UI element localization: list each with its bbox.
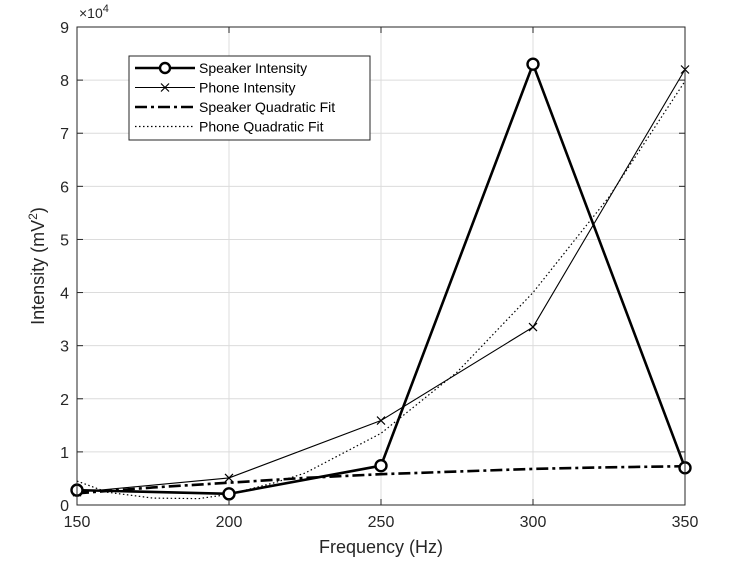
y-axis-title-main: Intensity (mV [28,220,48,325]
legend-items: Speaker Intensity Phone Intensity Speaker … [135,60,335,135]
y-tick-label: 7 [60,126,69,143]
y-axis-title: Intensity (mV2) [26,207,48,325]
x-tick-label: 200 [216,514,243,531]
legend-label-speaker-intensity: Speaker Intensity [199,60,307,76]
y-tick-label: 2 [60,392,69,409]
y-tick-label: 3 [60,339,69,356]
legend-label-phone-quadratic-fit: Phone Quadratic Fit [199,119,324,135]
grid-lines [77,27,685,505]
y-tick-labels: 0 1 2 3 4 5 6 7 8 9 [60,20,69,515]
tick-marks [76,26,686,506]
y-exponent-power: 4 [103,3,109,15]
data-point-speaker-intensity [222,487,236,501]
y-exponent-label: ×104 [79,3,109,21]
series-line-speaker-quadratic-fit [76,464,686,495]
legend-item-speaker-intensity: Speaker Intensity [135,60,307,76]
y-tick-label: 9 [60,20,69,37]
y-axis-title-close: ) [28,207,48,213]
y-tick-label: 5 [60,232,69,249]
data-point-phone-intensity [528,322,538,332]
y-tick-label: 6 [60,179,69,196]
legend: Speaker Intensity Phone Intensity Speaker … [128,55,371,141]
legend-item-phone-quadratic-fit: Phone Quadratic Fit [135,119,324,135]
legend-marker-speaker-intensity [158,61,172,75]
legend-marker-phone-intensity [160,83,170,92]
y-exponent-base: ×10 [79,5,103,21]
y-axis-title-sup: 2 [26,213,40,220]
legend-item-phone-intensity: Phone Intensity [135,80,296,96]
series-speaker-quadratic-fit [76,464,686,495]
x-tick-label: 300 [520,514,547,531]
series-group [70,57,692,501]
x-tick-label: 250 [368,514,395,531]
x-axis-title: Frequency (Hz) [319,537,443,557]
legend-label-phone-intensity: Phone Intensity [199,80,296,96]
legend-item-speaker-quadratic-fit: Speaker Quadratic Fit [135,99,335,115]
x-tick-labels: 150 200 250 300 350 [64,514,699,531]
data-point-speaker-intensity [526,57,540,71]
x-tick-label: 150 [64,514,91,531]
data-point-phone-intensity [376,416,386,425]
y-tick-label: 0 [60,498,69,515]
data-point-speaker-intensity [374,458,388,473]
y-tick-label: 8 [60,73,69,90]
y-tick-label: 4 [60,286,69,303]
y-tick-label: 1 [60,445,69,462]
legend-label-speaker-quadratic-fit: Speaker Quadratic Fit [199,99,335,115]
data-point-phone-intensity [224,473,234,483]
x-tick-label: 350 [672,514,699,531]
